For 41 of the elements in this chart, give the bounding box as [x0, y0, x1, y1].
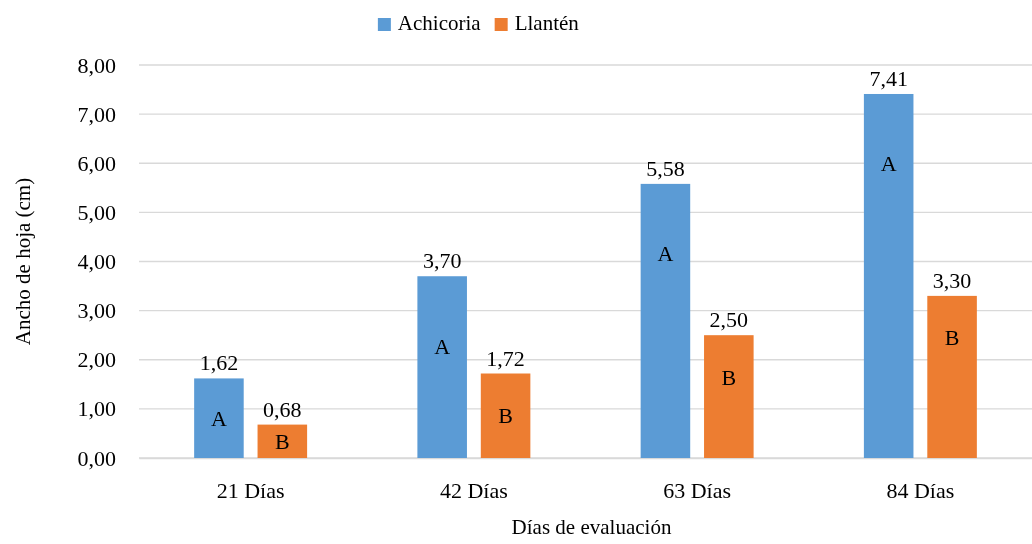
y-tick-label: 6,00 [77, 150, 116, 176]
data-label: 3,70 [422, 248, 462, 274]
x-axis-title: Días de evaluación [511, 515, 672, 539]
y-tick-label: 7,00 [77, 101, 116, 127]
bar [417, 276, 467, 458]
annotation: B [498, 403, 513, 429]
data-label: 0,68 [263, 396, 302, 422]
x-tick-label: 84 Días [886, 477, 955, 503]
y-tick-label: 0,00 [77, 445, 116, 471]
y-tick-label: 2,00 [77, 347, 116, 373]
annotation: B [721, 364, 737, 390]
x-tick-label: 63 Días [663, 477, 732, 503]
y-tick-label: 5,00 [77, 199, 116, 225]
data-label: 3,30 [932, 267, 972, 293]
x-tick-label: 21 Días [216, 477, 285, 503]
data-label: 5,58 [646, 155, 685, 181]
annotation: B [944, 325, 960, 351]
data-label: 1,62 [199, 350, 239, 376]
y-tick-label: 1,00 [77, 396, 116, 422]
bar [257, 424, 308, 458]
data-label: 1,72 [486, 345, 525, 371]
bar [480, 373, 531, 458]
annotation: A [210, 405, 227, 431]
annotation: A [880, 151, 897, 177]
bar [640, 183, 691, 458]
annotation: A [657, 241, 674, 267]
data-label: 7,41 [869, 65, 908, 91]
legend-label: Achicoria [397, 11, 482, 35]
bar [863, 93, 914, 458]
bar [927, 295, 977, 458]
y-tick-label: 3,00 [77, 298, 116, 324]
legend-label: Llantén [514, 11, 580, 35]
x-tick-label: 42 Días [439, 477, 508, 503]
annotation: B [274, 428, 290, 454]
y-axis-title: Ancho de hoja (cm) [11, 177, 35, 346]
y-tick-label: 4,00 [77, 249, 116, 275]
y-tick-label: 8,00 [77, 52, 116, 78]
data-label: 2,50 [709, 307, 749, 333]
bar [704, 335, 754, 458]
bar [194, 378, 244, 458]
annotation: A [434, 333, 451, 359]
